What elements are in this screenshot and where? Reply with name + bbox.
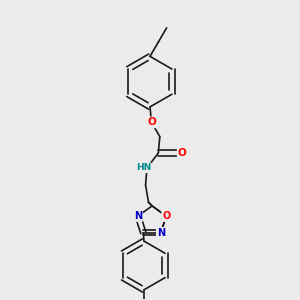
Text: HN: HN (136, 163, 151, 172)
Text: O: O (162, 211, 170, 221)
Text: N: N (134, 211, 142, 221)
Text: O: O (147, 117, 156, 128)
Text: N: N (157, 228, 165, 238)
Text: O: O (178, 148, 187, 158)
